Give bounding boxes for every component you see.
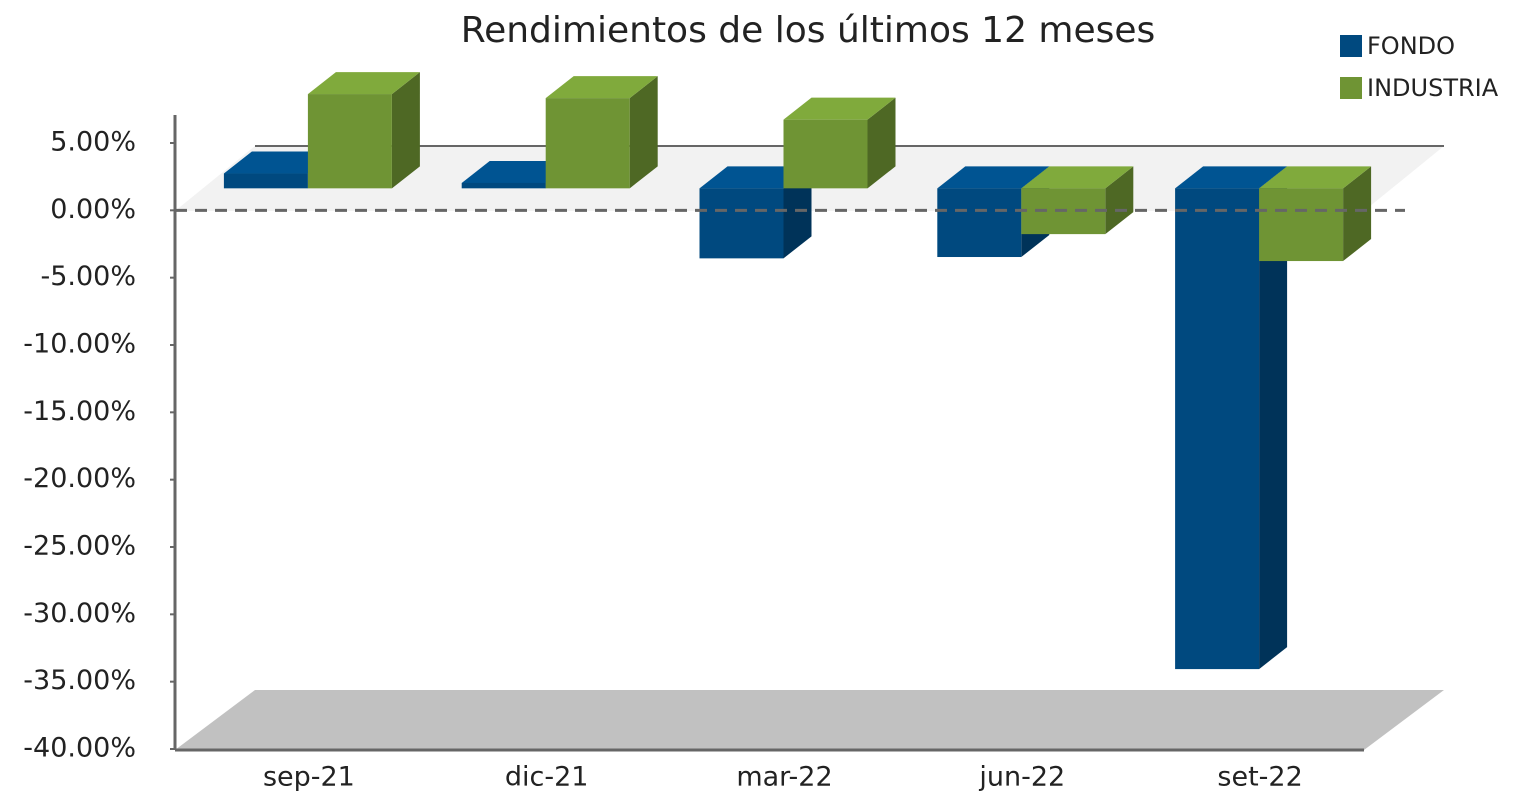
y-tick-label: 5.00% (50, 127, 136, 158)
bar-side (629, 76, 658, 189)
y-tick-label: -30.00% (23, 598, 136, 629)
y-tick-label: -20.00% (23, 463, 136, 494)
x-tick-label: dic-21 (505, 762, 589, 793)
y-tick-label: -10.00% (23, 329, 136, 360)
y-tick-label: -40.00% (23, 733, 136, 764)
bar-side (391, 72, 420, 189)
bar (307, 94, 392, 189)
bar (545, 98, 630, 189)
legend-label: FONDO (1367, 32, 1455, 60)
legend-label: INDUSTRIA (1367, 74, 1499, 102)
bar-top (307, 72, 420, 95)
bar-side (867, 97, 896, 189)
legend-swatch (1340, 35, 1362, 57)
bar-side (783, 166, 812, 259)
x-tick-label: sep-21 (263, 762, 355, 793)
y-tick-label: -15.00% (23, 396, 136, 427)
bar-side (1343, 166, 1372, 262)
bar-top (1175, 166, 1288, 189)
y-tick-label: -25.00% (23, 531, 136, 562)
y-tick-label: 0.00% (50, 194, 136, 225)
bar (783, 119, 868, 189)
bar (461, 182, 546, 189)
bar-side (1105, 166, 1134, 235)
y-tick-label: -5.00% (40, 261, 136, 292)
legend-swatch (1340, 77, 1362, 99)
bar (223, 173, 308, 189)
x-tick-label: mar-22 (736, 762, 832, 793)
bar-top (1259, 166, 1372, 189)
bar-top (783, 97, 896, 120)
bar (1259, 188, 1344, 262)
x-tick-label: jun-22 (978, 762, 1065, 793)
bar-top (937, 166, 1050, 189)
floor (175, 690, 1444, 750)
bar-top (545, 76, 658, 99)
bar (937, 188, 1022, 258)
bar-top (1021, 166, 1134, 189)
y-tick-label: -35.00% (23, 665, 136, 696)
bar-side (1259, 166, 1288, 670)
bar (1175, 188, 1260, 670)
x-tick-label: set-22 (1217, 762, 1302, 793)
bar (699, 188, 784, 259)
chart-title: Rendimientos de los últimos 12 meses (461, 10, 1156, 51)
